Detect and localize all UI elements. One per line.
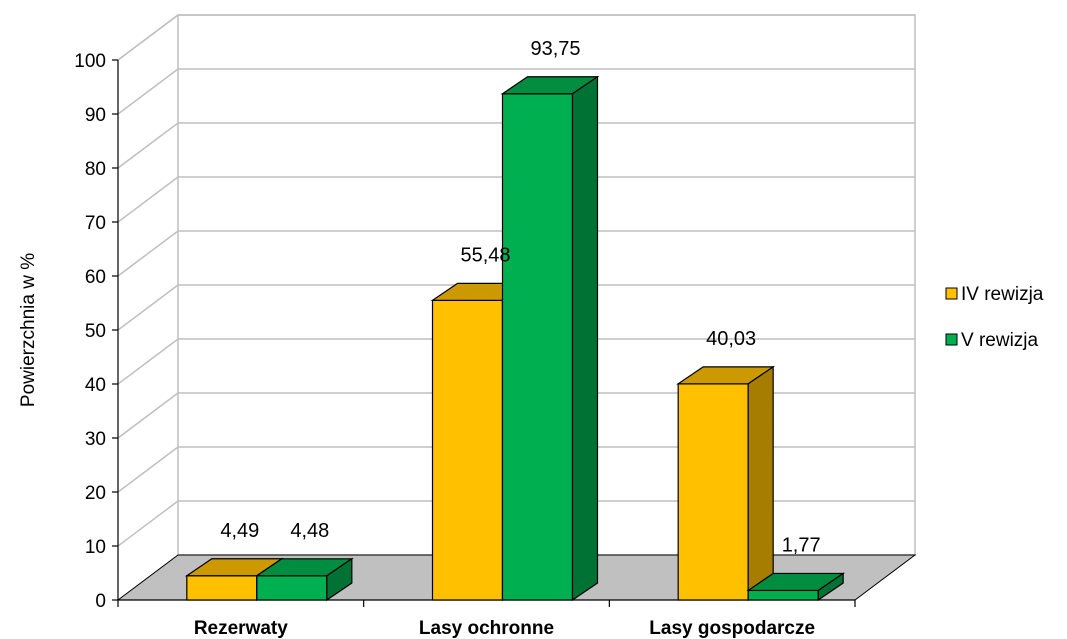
gridline-side — [117, 122, 179, 169]
data-label: 4,48 — [290, 520, 329, 542]
bars — [184, 75, 846, 602]
bar-side — [817, 572, 844, 602]
y-tick-label: 40 — [85, 375, 106, 396]
data-labels: 4,49 4,48 55,48 93,75 40,03 1,77 — [220, 38, 820, 557]
bar-front — [431, 299, 504, 601]
gridline-side — [117, 500, 179, 547]
bar — [500, 75, 600, 602]
y-tick-label: 20 — [85, 483, 106, 504]
bar-front — [501, 93, 574, 601]
y-axis-ticks: 0 10 20 30 40 50 60 70 80 90 100 — [74, 51, 118, 612]
y-tick-label: 100 — [74, 51, 106, 72]
gridline-side — [117, 230, 179, 277]
y-axis-title: Powierzchnia w % — [18, 253, 39, 407]
y-tick-label: 0 — [95, 591, 106, 612]
category-label: Lasy gospodarcze — [649, 618, 815, 639]
y-tick-label: 90 — [85, 105, 106, 126]
legend-label: IV rewizja — [961, 284, 1044, 305]
legend-swatch — [945, 287, 958, 300]
gridline-side — [117, 284, 179, 331]
gridline-side — [117, 176, 179, 223]
legend-swatch — [945, 333, 958, 346]
bar-front — [186, 575, 258, 601]
y-tick-label: 80 — [85, 159, 106, 180]
data-label: 40,03 — [706, 328, 756, 350]
category-labels: Rezerwaty Lasy ochronne Lasy gospodarcze — [194, 618, 815, 639]
bar-front — [256, 575, 328, 601]
category-label: Lasy ochronne — [419, 618, 554, 639]
legend: IV rewizja V rewizja — [945, 284, 1044, 351]
bar — [746, 572, 846, 602]
y-tick-label: 70 — [85, 213, 106, 234]
data-label: 1,77 — [782, 534, 821, 556]
gridline-side — [117, 446, 179, 493]
data-label: 4,49 — [220, 520, 259, 542]
gridline-side — [117, 338, 179, 385]
gridline-side — [117, 392, 179, 439]
bar — [254, 557, 354, 602]
data-label: 55,48 — [460, 244, 510, 266]
y-tick-label: 60 — [85, 267, 106, 288]
data-label: 93,75 — [530, 38, 580, 60]
legend-label: V rewizja — [961, 330, 1039, 351]
y-tick-label: 30 — [85, 429, 106, 450]
category-label: Rezerwaty — [194, 618, 288, 639]
bar-front — [747, 589, 819, 601]
y-tick-label: 50 — [85, 321, 106, 342]
bar — [676, 365, 776, 602]
gridline-side — [117, 68, 179, 115]
bar-front — [677, 383, 749, 601]
gridline-side — [117, 14, 179, 61]
bar-side — [326, 557, 353, 602]
bar-side — [747, 365, 774, 602]
bar-side — [571, 75, 599, 602]
y-tick-label: 10 — [85, 537, 106, 558]
